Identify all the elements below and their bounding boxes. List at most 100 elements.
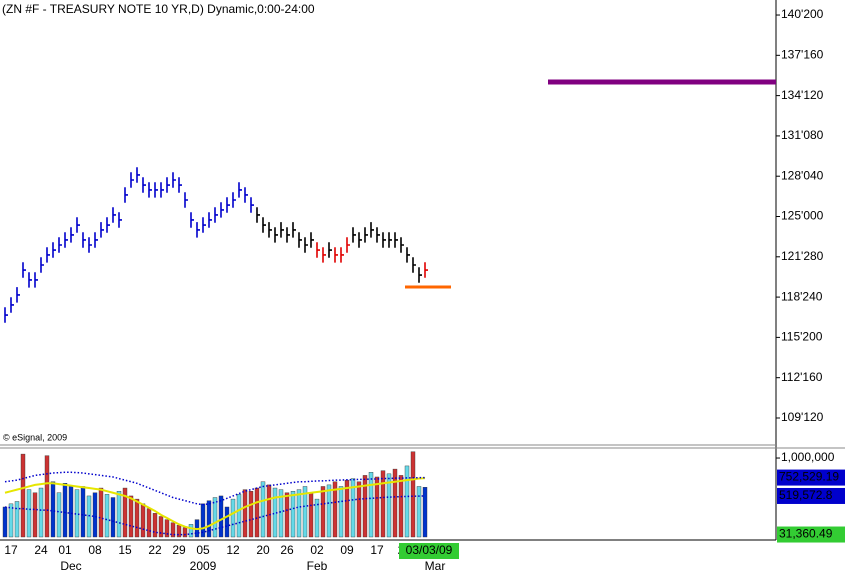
volume-bar — [368, 472, 374, 538]
volume-bar — [218, 495, 224, 538]
price-bar — [358, 232, 362, 248]
volume-bar — [26, 489, 32, 538]
volume-bar — [314, 498, 320, 538]
volume-bar — [278, 489, 284, 538]
volume-bar — [416, 486, 422, 538]
price-bar — [292, 222, 296, 238]
volume-bar — [164, 519, 170, 538]
x-tick-label: 12 — [226, 543, 240, 557]
x-tick-label: 17 — [370, 543, 384, 557]
month-label: Dec — [60, 559, 81, 573]
volume-bar — [182, 527, 188, 538]
price-bar — [340, 247, 344, 263]
month-label: 2009 — [190, 559, 217, 573]
y-tick-label: 137'160 — [781, 47, 824, 61]
readout-label: 31,360.49 — [779, 527, 833, 541]
month-label: Mar — [425, 559, 446, 573]
volume-bar — [152, 513, 158, 538]
price-bar — [202, 217, 206, 233]
volume-bar — [308, 492, 314, 538]
volume-bar — [80, 486, 86, 538]
price-bar — [28, 272, 32, 288]
x-tick-label: 22 — [148, 543, 162, 557]
volume-bar — [110, 497, 116, 538]
price-bar — [388, 232, 392, 248]
volume-bar — [2, 506, 8, 538]
price-bar — [142, 177, 146, 193]
volume-bar — [230, 498, 236, 538]
volume-bar — [20, 453, 26, 538]
price-bar — [100, 222, 104, 238]
price-bar — [70, 227, 74, 243]
volume-bar — [134, 498, 140, 538]
price-bar — [118, 212, 122, 228]
volume-bar — [200, 503, 206, 538]
x-tick-label: 15 — [118, 543, 132, 557]
price-bar — [298, 232, 302, 248]
volume-bar — [374, 476, 380, 538]
price-bar — [82, 232, 86, 248]
price-bar — [160, 182, 164, 198]
volume-bar — [140, 503, 146, 538]
current-date-box — [399, 543, 459, 559]
volume-bar — [356, 481, 362, 538]
price-bar — [148, 182, 152, 198]
price-bar — [232, 192, 236, 208]
volume-bar — [266, 484, 272, 538]
price-bar — [46, 247, 50, 263]
price-bar — [154, 182, 158, 198]
month-label: Feb — [307, 559, 328, 573]
readout-label: 752,529.19 — [779, 470, 839, 484]
price-bar — [208, 212, 212, 228]
price-bar — [136, 167, 140, 183]
volume-bar — [302, 486, 308, 538]
x-tick-label: 08 — [88, 543, 102, 557]
price-bar — [196, 222, 200, 238]
x-tick-label: 03/03/09 — [406, 543, 453, 557]
readout-box — [777, 526, 845, 543]
price-bar — [130, 172, 134, 188]
volume-bar — [410, 451, 416, 538]
volume-bar — [128, 495, 134, 538]
y-tick-label: 125'000 — [781, 209, 824, 223]
x-tick-label: 24 — [34, 543, 48, 557]
x-tick-label: 02 — [310, 543, 324, 557]
volume-bar — [248, 490, 254, 538]
price-bar — [262, 217, 266, 233]
y-tick-label: 118'240 — [781, 289, 823, 303]
volume-bar — [224, 506, 230, 538]
y-tick-label: 128'040 — [781, 168, 824, 182]
volume-bar — [284, 492, 290, 538]
price-bar — [16, 287, 20, 303]
volume-bar — [170, 522, 176, 538]
x-tick-label: 09 — [340, 543, 354, 557]
volume-bar — [8, 503, 14, 538]
y-tick-label: 109'120 — [781, 410, 824, 424]
x-tick-label: 26 — [280, 543, 294, 557]
average-line — [4, 477, 426, 531]
price-bar — [412, 257, 416, 273]
price-bar — [184, 192, 188, 208]
price-bar — [346, 237, 350, 253]
price-bar — [376, 227, 380, 243]
volume-bar — [14, 501, 20, 538]
volume-bar — [332, 481, 338, 538]
volume-bar — [236, 494, 242, 538]
volume-bar — [326, 484, 332, 538]
volume-bar — [188, 524, 194, 538]
price-bar — [244, 187, 248, 203]
x-tick-label: 20 — [256, 543, 270, 557]
y-tick-label: 134'120 — [781, 88, 824, 102]
volume-bar — [296, 489, 302, 538]
volume-bar — [122, 487, 128, 538]
y-tick-label: 140'200 — [781, 7, 824, 21]
volume-bar — [92, 492, 98, 538]
volume-bar — [50, 481, 56, 538]
price-bar — [364, 227, 368, 243]
price-bar — [268, 222, 272, 238]
price-bar — [304, 237, 308, 253]
price-bar — [4, 307, 8, 323]
price-bar — [22, 262, 26, 278]
price-bar — [316, 242, 320, 258]
price-bar — [238, 182, 242, 198]
